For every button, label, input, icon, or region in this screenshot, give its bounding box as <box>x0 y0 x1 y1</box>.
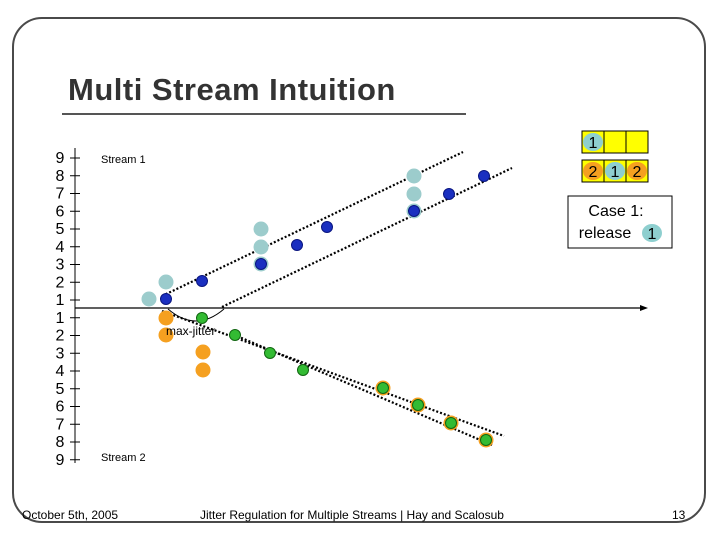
stream1-packet <box>408 205 420 217</box>
stream1-label: Stream 1 <box>101 154 146 166</box>
axis-tick-label: 4 <box>56 239 65 256</box>
legend-row2-value: 2 <box>633 164 642 181</box>
stream1-buffered-packet <box>141 291 157 307</box>
stream1-buffered-packet <box>406 186 422 202</box>
stream1-buffered-packet <box>158 274 174 290</box>
stream1-packet <box>478 170 490 182</box>
axis-tick-label: 4 <box>56 363 65 380</box>
legend-badge-teal <box>605 162 625 180</box>
case-title: Case 1: <box>588 203 643 220</box>
slide-number: 13 <box>672 508 686 522</box>
stream1-buffered-packet <box>253 239 269 255</box>
footer-date: October 5th, 2005 <box>22 508 119 522</box>
stream1-buffered-packet <box>406 168 422 184</box>
case-action: release <box>579 225 632 242</box>
axis-tick-label: 8 <box>56 434 65 451</box>
max-jitter-label: max-jitter <box>166 324 215 338</box>
legend-row2-value: 2 <box>589 164 598 181</box>
stream2-label: Stream 2 <box>101 452 146 464</box>
stream2-buffered-packet <box>195 362 211 378</box>
axis-tick-label: 1 <box>56 292 65 309</box>
axis-tick-label: 3 <box>56 257 65 274</box>
axis-tick-label: 8 <box>56 168 65 185</box>
stream1-packet <box>196 275 208 287</box>
horizontal-axis-arrow <box>640 305 648 311</box>
legend-badge-teal <box>583 133 603 151</box>
title-underline <box>62 113 466 115</box>
legend-row2-value: 1 <box>611 164 620 181</box>
stream2-packet <box>196 312 208 324</box>
stream2-packet <box>480 434 492 446</box>
axis-tick-label: 2 <box>56 328 65 345</box>
slide-frame <box>12 17 706 523</box>
stream2-packet <box>264 347 276 359</box>
case-badge-value: 1 <box>648 226 657 243</box>
axis-tick-label: 3 <box>56 345 65 362</box>
legend-row1-value: 1 <box>589 135 598 152</box>
stream2-buffered-packet <box>158 310 174 326</box>
legend-badge-orange <box>627 162 647 180</box>
case-box: Case 1: release 1 <box>567 195 673 249</box>
legend-row1-cell <box>603 130 627 154</box>
axis-tick-label: 6 <box>56 399 65 416</box>
axis-tick-label: 9 <box>56 452 65 469</box>
axis-tick-label: 2 <box>56 274 65 291</box>
stream1-packet <box>160 293 172 305</box>
axis-tick-label: 9 <box>56 150 65 167</box>
stream1-packet <box>443 188 455 200</box>
max-jitter-arc <box>167 308 225 322</box>
axis-tick-label: 5 <box>56 381 65 398</box>
stream2-packet <box>229 329 241 341</box>
stream2-packet <box>412 399 424 411</box>
axis-tick-label: 5 <box>56 221 65 238</box>
case-badge-teal <box>642 224 662 242</box>
axis-tick-label: 6 <box>56 203 65 220</box>
stream2-buffered-packet <box>158 327 174 343</box>
legend-buffer: 1 2 1 2 <box>581 130 649 183</box>
stream2-buffered-packet <box>195 344 211 360</box>
stream1-lower-bound <box>221 167 513 308</box>
stream2-upper-bound <box>161 309 505 438</box>
stream1-packet <box>255 258 267 270</box>
stream1-packet <box>291 239 303 251</box>
stream1-packet <box>321 221 333 233</box>
footer-title: Jitter Regulation for Multiple Streams |… <box>200 508 504 522</box>
slide-title: Multi Stream Intuition <box>68 72 396 107</box>
legend-badge-orange <box>583 162 603 180</box>
stream2-packet <box>445 417 457 429</box>
axis-tick-label: 7 <box>56 416 65 433</box>
stream1-buffered-packet <box>253 221 269 237</box>
stream2-packet <box>297 364 309 376</box>
axis-tick-label: 7 <box>56 186 65 203</box>
axis-tick-label: 1 <box>56 310 65 327</box>
legend-row1-cell <box>625 130 649 154</box>
stream2-packet <box>377 382 389 394</box>
